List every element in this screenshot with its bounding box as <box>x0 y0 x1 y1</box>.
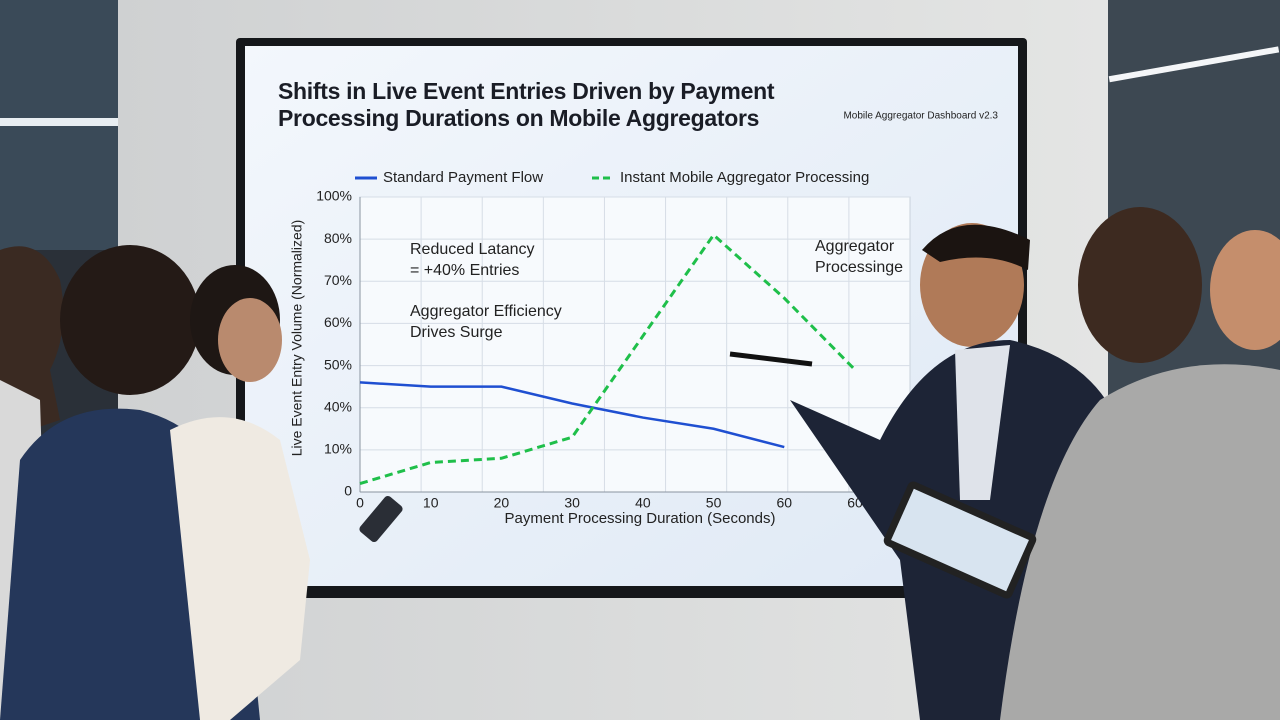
y-tick-label: 50% <box>324 356 352 372</box>
legend-label: Standard Payment Flow <box>383 169 543 186</box>
x-tick-label: 60 <box>776 495 792 511</box>
ceiling-light <box>1108 46 1280 83</box>
phone <box>359 495 403 543</box>
chart-title: Shifts in Live Event Entries Driven by P… <box>278 78 775 131</box>
x-tick-label: 50 <box>706 495 722 511</box>
annotation: Reduced Latancy <box>410 241 535 258</box>
y-tick-label: 10% <box>324 441 352 457</box>
x-tick-label: 0 <box>356 495 364 511</box>
x-tick-label: 20 <box>494 495 510 511</box>
y-tick-label: 80% <box>324 230 352 246</box>
annotation: Aggregator Efficiency <box>410 303 562 320</box>
chart: 010%40%50%60%70%80%100%0 10 20 30 40 50 60 60Pa… <box>289 111 999 527</box>
series-line <box>359 232 857 486</box>
annotation: Aggregator <box>815 238 895 255</box>
presenter-shirt <box>955 345 1010 500</box>
woman-hair <box>60 245 200 395</box>
y-tick-label: 60% <box>324 314 352 330</box>
y-tick-label: 40% <box>324 398 352 414</box>
annotation: Drives Surge <box>410 324 503 341</box>
x-tick-label: 40 <box>635 495 651 511</box>
y-tick-label: 0 <box>344 483 352 499</box>
x-tick-label: 30 <box>564 495 580 511</box>
pen <box>729 351 813 367</box>
y-tick-label: 100% <box>316 188 352 204</box>
woman2-face <box>218 298 282 382</box>
man-right-head <box>1078 207 1202 363</box>
dashboard-label: Mobile Aggregator Dashboard v2.3 <box>843 111 998 122</box>
y-tick-label: 70% <box>324 272 352 288</box>
tablet-screen <box>891 488 1029 592</box>
plot-area <box>359 196 911 493</box>
ceiling-light <box>0 118 118 126</box>
annotation: Processinge <box>815 259 903 276</box>
annotation: = +40% Entries <box>410 262 519 279</box>
woman2-blouse <box>170 417 310 720</box>
man-far-face <box>1210 230 1280 350</box>
y-axis-label: Live Event Entry Volume (Normalized) <box>289 220 305 457</box>
legend-label: Instant Mobile Aggregator Processing <box>620 169 869 186</box>
x-tick-label: 10 <box>423 495 439 511</box>
people <box>0 207 1280 720</box>
x-axis-label: Payment Processing Duration (Seconds) <box>505 510 776 527</box>
man-right-hoodie <box>1000 364 1280 720</box>
presenter-hair <box>922 224 1030 270</box>
series-line <box>359 381 785 449</box>
